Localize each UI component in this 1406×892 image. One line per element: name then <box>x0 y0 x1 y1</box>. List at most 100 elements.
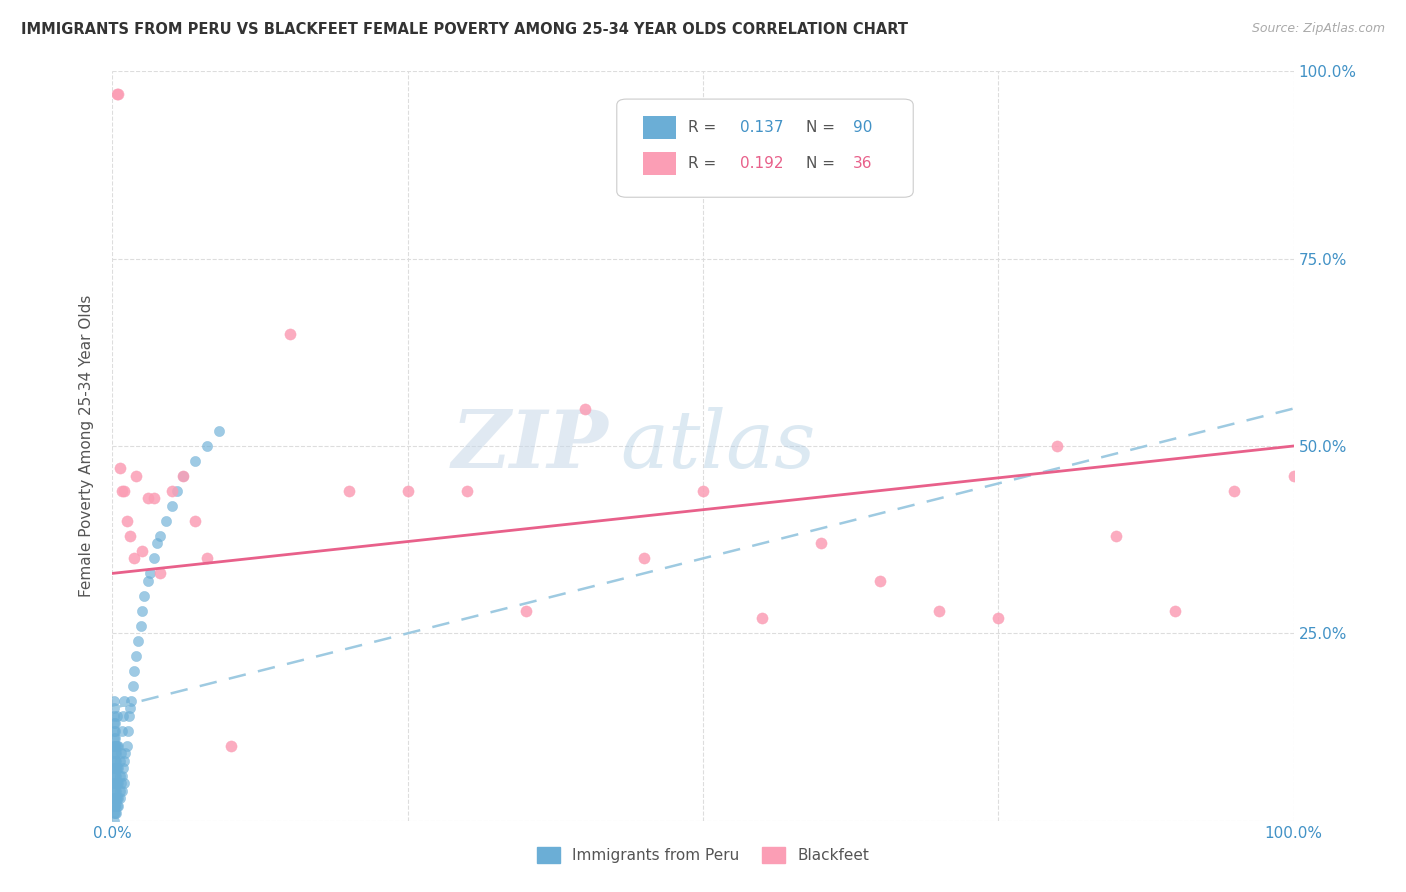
Point <box>131 544 153 558</box>
Point <box>111 769 134 783</box>
Point <box>105 87 128 101</box>
Point <box>160 483 183 498</box>
Point <box>103 783 125 797</box>
Point <box>114 746 136 760</box>
Point <box>105 746 128 760</box>
Point <box>125 648 148 663</box>
Point <box>105 769 128 783</box>
FancyBboxPatch shape <box>617 99 914 197</box>
FancyBboxPatch shape <box>643 153 676 175</box>
Point <box>122 551 145 566</box>
Point <box>120 529 142 543</box>
Text: ZIP: ZIP <box>451 408 609 484</box>
Point <box>208 424 231 438</box>
Point <box>105 708 128 723</box>
Text: R =: R = <box>688 156 721 171</box>
Point <box>104 798 127 813</box>
Point <box>104 791 127 805</box>
Text: N =: N = <box>806 156 839 171</box>
Point <box>105 739 128 753</box>
Point <box>103 806 125 821</box>
Point <box>103 746 125 760</box>
Point <box>104 806 127 821</box>
Point <box>103 731 125 746</box>
Text: 0.137: 0.137 <box>740 120 783 135</box>
Point <box>112 754 135 768</box>
Point <box>103 791 125 805</box>
Point <box>104 716 127 731</box>
Point <box>104 746 127 760</box>
Point <box>105 806 128 821</box>
Point <box>122 664 145 678</box>
Point <box>751 611 773 625</box>
Text: 90: 90 <box>853 120 872 135</box>
Point <box>120 694 142 708</box>
Point <box>118 708 141 723</box>
Point <box>195 551 218 566</box>
Point <box>121 679 143 693</box>
Point <box>928 604 950 618</box>
Point <box>105 791 128 805</box>
Point <box>136 574 159 588</box>
Point <box>104 754 127 768</box>
Point <box>184 514 207 528</box>
Point <box>127 633 149 648</box>
Point <box>142 551 165 566</box>
Point <box>108 461 131 475</box>
Point <box>111 783 134 797</box>
Point <box>104 783 127 797</box>
Point <box>112 761 135 775</box>
Point <box>103 694 125 708</box>
Point <box>115 514 138 528</box>
Point <box>107 87 129 101</box>
Text: atlas: atlas <box>620 408 815 484</box>
Point <box>105 739 128 753</box>
Point <box>103 776 125 790</box>
Point <box>1105 529 1128 543</box>
Point <box>104 798 127 813</box>
Point <box>108 769 131 783</box>
Point <box>117 723 139 738</box>
Point <box>172 469 194 483</box>
Point <box>105 783 128 797</box>
Point <box>136 491 159 506</box>
Point <box>105 761 128 775</box>
Point <box>184 454 207 468</box>
Text: IMMIGRANTS FROM PERU VS BLACKFEET FEMALE POVERTY AMONG 25-34 YEAR OLDS CORRELATI: IMMIGRANTS FROM PERU VS BLACKFEET FEMALE… <box>21 22 908 37</box>
Point <box>111 483 134 498</box>
Point <box>110 746 132 760</box>
Point <box>160 499 183 513</box>
Point <box>104 723 127 738</box>
Point <box>105 754 128 768</box>
Point <box>149 529 172 543</box>
Point <box>105 761 128 775</box>
Point <box>112 483 135 498</box>
Point <box>574 401 596 416</box>
Point <box>104 731 127 746</box>
Point <box>139 566 162 581</box>
Point <box>515 604 537 618</box>
Point <box>120 701 142 715</box>
Point <box>134 589 156 603</box>
Point <box>108 783 131 797</box>
Point <box>104 739 127 753</box>
Point <box>107 776 129 790</box>
Point <box>142 491 165 506</box>
Point <box>146 536 169 550</box>
Point <box>1046 439 1069 453</box>
Point <box>278 326 301 341</box>
Text: Source: ZipAtlas.com: Source: ZipAtlas.com <box>1251 22 1385 36</box>
Point <box>103 739 125 753</box>
Point <box>104 761 127 775</box>
Point <box>129 619 152 633</box>
Point <box>112 776 135 790</box>
Point <box>103 761 125 775</box>
Point <box>107 739 129 753</box>
Text: N =: N = <box>806 120 839 135</box>
Point <box>104 769 127 783</box>
Text: 36: 36 <box>853 156 873 171</box>
Point <box>115 739 138 753</box>
Point <box>105 776 128 790</box>
Point <box>692 483 714 498</box>
Point <box>103 769 125 783</box>
